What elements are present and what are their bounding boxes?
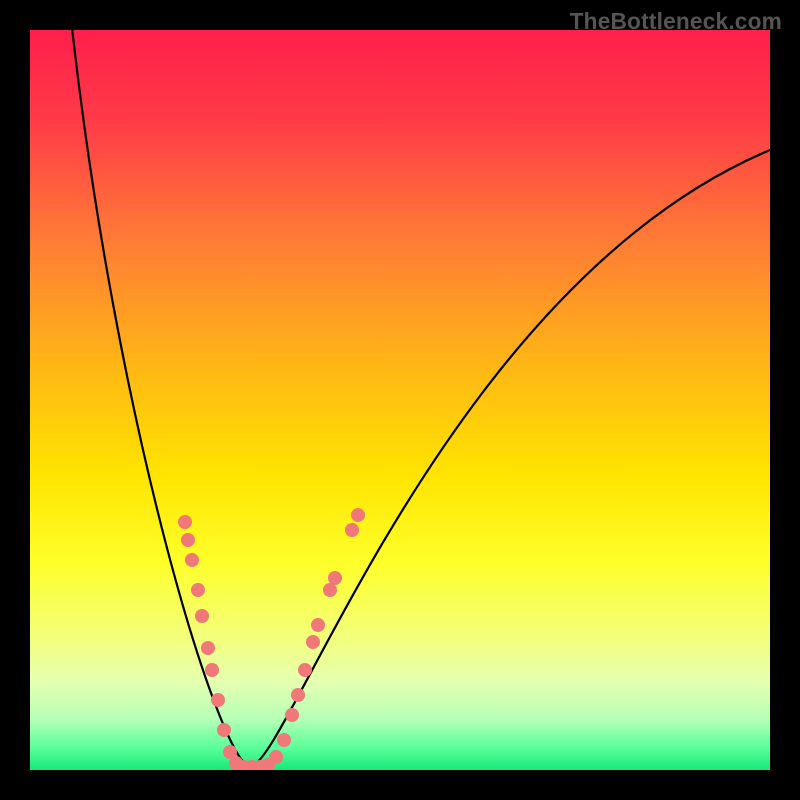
- plot-area: [30, 30, 770, 770]
- data-marker: [191, 583, 205, 597]
- chart-frame: TheBottleneck.com: [0, 0, 800, 800]
- data-marker: [311, 618, 325, 632]
- data-marker: [201, 641, 215, 655]
- bottleneck-curve: [30, 30, 770, 770]
- data-marker: [345, 523, 359, 537]
- data-marker: [298, 663, 312, 677]
- data-marker: [185, 553, 199, 567]
- data-marker: [277, 733, 291, 747]
- data-marker: [328, 571, 342, 585]
- data-marker: [306, 635, 320, 649]
- data-marker: [211, 693, 225, 707]
- data-marker: [195, 609, 209, 623]
- data-marker: [178, 515, 192, 529]
- data-marker: [323, 583, 337, 597]
- data-marker: [181, 533, 195, 547]
- data-marker: [291, 688, 305, 702]
- data-marker: [285, 708, 299, 722]
- data-marker: [351, 508, 365, 522]
- data-marker: [205, 663, 219, 677]
- data-marker: [269, 750, 283, 764]
- data-marker: [217, 723, 231, 737]
- watermark-text: TheBottleneck.com: [570, 8, 782, 35]
